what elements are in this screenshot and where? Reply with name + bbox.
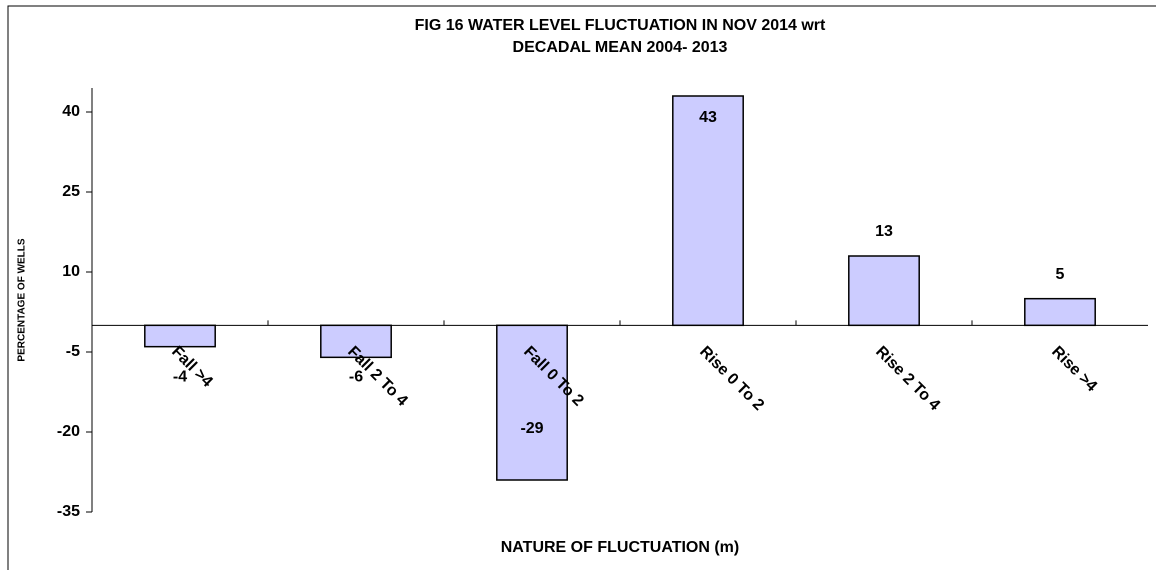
y-tick-label: -35 [57, 503, 80, 520]
y-tick-label: -5 [66, 343, 80, 360]
y-axis-label: PERCENTAGE OF WELLS [17, 238, 28, 361]
data-label: -29 [520, 420, 543, 437]
y-tick-label: 10 [62, 263, 80, 280]
y-tick-label: -20 [57, 423, 80, 440]
x-axis-label: NATURE OF FLUCTUATION (m) [501, 539, 739, 556]
y-tick-label: 40 [62, 103, 80, 120]
y-tick-label: 25 [62, 183, 80, 200]
data-label: -4 [173, 369, 187, 386]
data-label: 13 [875, 223, 893, 240]
bar [672, 95, 744, 327]
data-label: 5 [1056, 266, 1065, 283]
bar [320, 324, 392, 359]
chart-title: FIG 16 WATER LEVEL FLUCTUATION IN NOV 20… [415, 17, 826, 34]
data-label: 43 [699, 109, 717, 126]
bar [848, 255, 920, 327]
chart-frame [7, 5, 1156, 570]
data-label: -6 [349, 369, 363, 386]
bar [496, 324, 568, 481]
bar [1024, 297, 1096, 327]
chart-title: DECADAL MEAN 2004- 2013 [513, 39, 728, 56]
bar [144, 324, 216, 348]
